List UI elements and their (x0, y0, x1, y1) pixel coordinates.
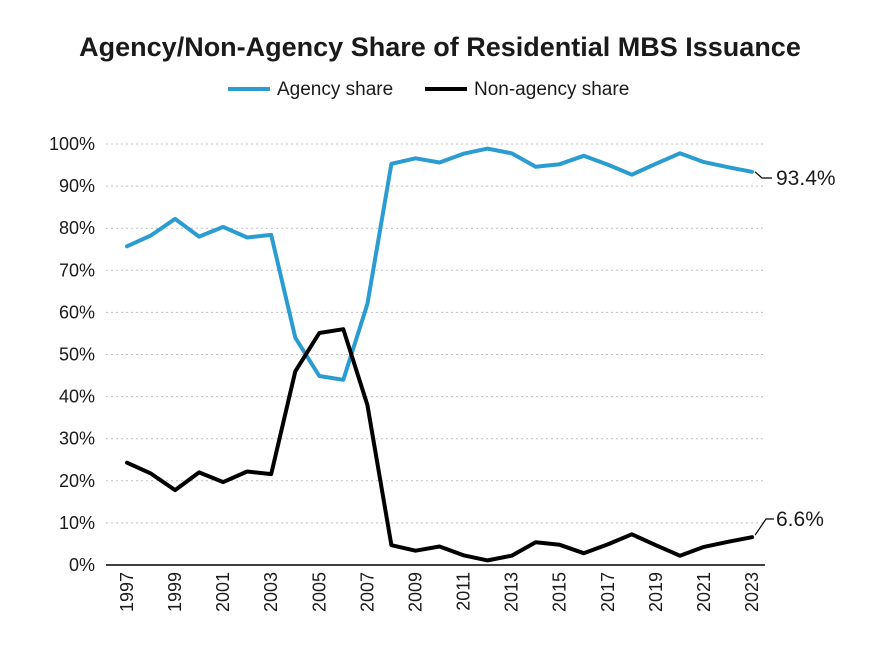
y-tick-label: 40% (59, 387, 95, 407)
x-tick-label: 2023 (742, 572, 762, 612)
x-tick-label: 1999 (165, 572, 185, 612)
leader-line (754, 518, 774, 536)
x-tick-label: 2003 (261, 572, 281, 612)
end-labels: 93.4% 6.6% (754, 167, 836, 536)
x-axis: 1997 1999 2001 2003 2005 2007 2009 2011 2013 2015… (106, 564, 765, 612)
y-tick-label: 70% (59, 260, 95, 280)
end-label-agency: 93.4% (776, 167, 836, 190)
series-lines (125, 146, 754, 563)
legend-label-agency: Agency share (277, 79, 393, 100)
y-tick-label: 20% (59, 471, 95, 491)
x-tick-label: 2021 (694, 572, 714, 612)
x-tick-label: 2011 (454, 572, 474, 611)
y-tick-label: 100% (49, 134, 95, 154)
y-axis: 0% 10% 20% 30% 40% 50% 60% 70% 80% 90% 100% (49, 134, 95, 575)
leader-line (754, 171, 772, 179)
legend-label-non-agency: Non-agency share (474, 79, 629, 100)
gridlines (106, 143, 765, 524)
y-tick-label: 60% (59, 302, 95, 322)
series-line-non-agency (125, 327, 754, 563)
x-tick-label: 1997 (117, 572, 137, 612)
series-line-agency (125, 146, 754, 382)
x-tick-label: 2019 (646, 572, 666, 612)
y-tick-label: 10% (59, 513, 95, 533)
x-tick-label: 2005 (309, 572, 329, 612)
y-tick-label: 0% (69, 555, 95, 575)
y-tick-label: 50% (59, 345, 95, 365)
x-tick-label: 2001 (213, 572, 233, 612)
x-tick-label: 2017 (598, 572, 618, 612)
end-label-non-agency: 6.6% (776, 508, 824, 531)
x-tick-label: 2009 (405, 572, 425, 612)
legend: Agency share Non-agency share (228, 79, 629, 100)
chart-title: Agency/Non-Agency Share of Residential M… (79, 32, 801, 62)
y-tick-label: 30% (59, 429, 95, 449)
y-tick-label: 90% (59, 176, 95, 196)
y-tick-label: 80% (59, 218, 95, 238)
x-tick-label: 2015 (550, 572, 570, 612)
x-tick-label: 2013 (502, 572, 522, 612)
x-tick-label: 2007 (357, 572, 377, 612)
